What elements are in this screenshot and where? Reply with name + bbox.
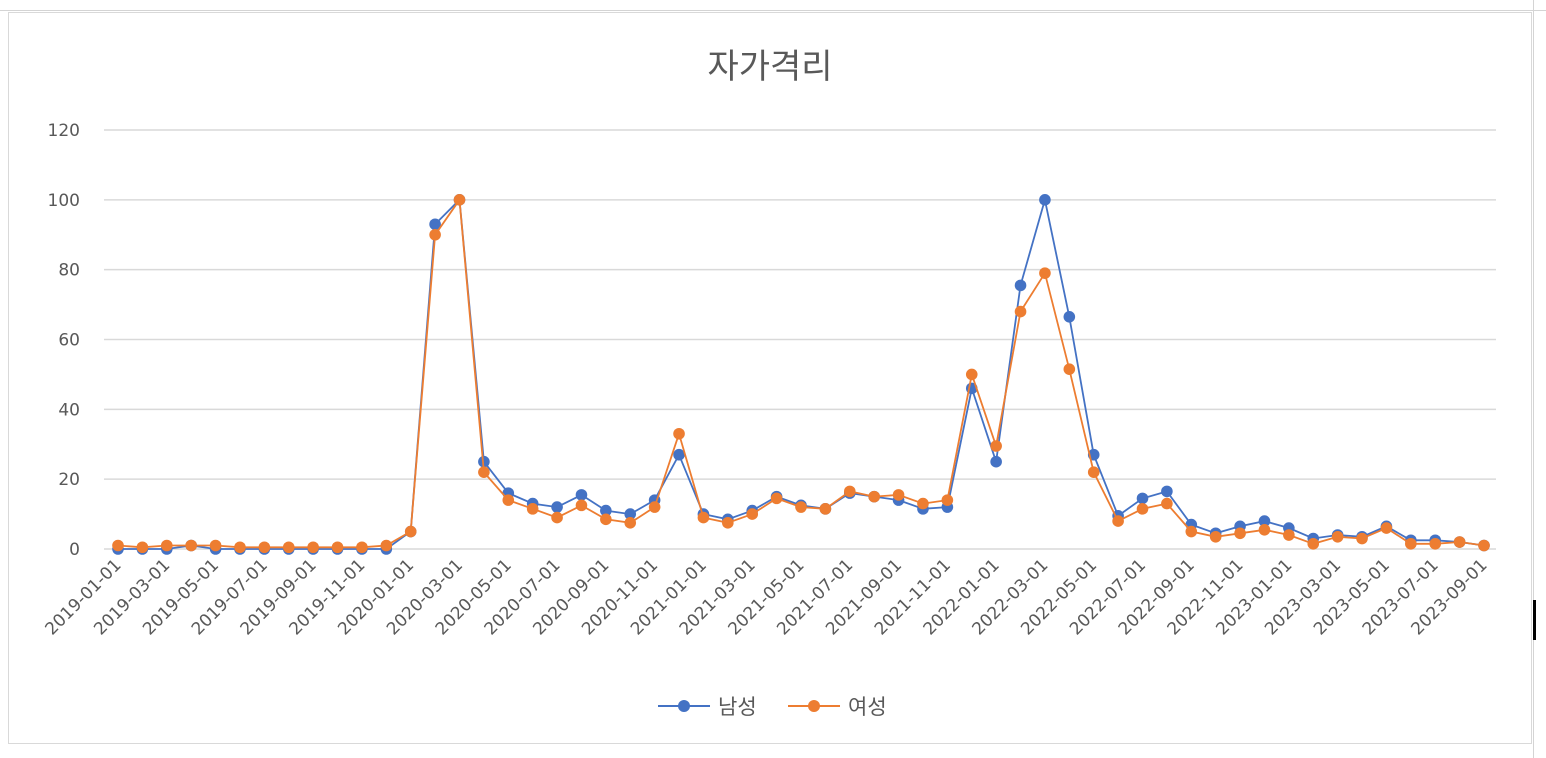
- y-tick-label: 100: [48, 191, 80, 211]
- series-male: [112, 194, 1490, 555]
- data-point: [1429, 537, 1442, 550]
- data-point: [1234, 527, 1246, 540]
- data-point: [575, 489, 588, 501]
- data-point: [1014, 305, 1027, 318]
- data-point: [526, 503, 539, 515]
- data-point: [112, 539, 124, 552]
- y-tick-label: 20: [58, 470, 80, 490]
- data-point: [1405, 537, 1417, 550]
- legend-label: 남성: [718, 695, 757, 719]
- data-point: [917, 497, 929, 510]
- data-point: [673, 448, 685, 461]
- data-point: [1161, 485, 1173, 498]
- data-point: [1087, 466, 1100, 478]
- y-tick-label: 120: [48, 121, 80, 141]
- gridlines: [104, 129, 1496, 550]
- data-point: [380, 539, 393, 552]
- sheet-cell-border-top: [0, 10, 1546, 11]
- data-point: [160, 539, 173, 552]
- data-point: [1136, 492, 1149, 505]
- data-point: [1039, 267, 1051, 279]
- legend-marker: [678, 700, 690, 712]
- data-point: [1209, 530, 1222, 543]
- data-point: [1014, 279, 1027, 292]
- data-point: [1258, 523, 1271, 536]
- data-point: [1136, 503, 1149, 515]
- series-line: [117, 197, 1485, 549]
- data-point: [1283, 529, 1295, 541]
- data-point: [868, 490, 880, 503]
- data-point: [600, 513, 612, 526]
- chart-area[interactable]: [8, 12, 1532, 744]
- data-point: [941, 494, 954, 506]
- data-point: [1356, 532, 1368, 545]
- data-point: [429, 218, 441, 231]
- data-point: [673, 427, 685, 440]
- data-point: [795, 501, 807, 513]
- data-point: [478, 455, 490, 468]
- data-point: [453, 194, 466, 206]
- text-cursor: [1533, 600, 1536, 640]
- data-point: [990, 455, 1002, 468]
- data-point: [843, 485, 856, 498]
- data-point: [819, 503, 832, 515]
- y-tick-label: 0: [69, 540, 80, 560]
- data-point: [429, 228, 441, 241]
- data-point: [1063, 363, 1076, 375]
- data-point: [502, 494, 515, 506]
- data-point: [722, 517, 734, 529]
- data-point: [478, 466, 490, 478]
- data-point: [258, 541, 271, 554]
- data-point: [1161, 497, 1173, 510]
- data-point: [551, 501, 563, 513]
- data-point: [990, 440, 1002, 452]
- chart-title: 자가격리: [707, 47, 832, 87]
- data-point: [1063, 311, 1076, 323]
- data-point: [1112, 515, 1124, 527]
- data-point: [965, 368, 978, 381]
- series-layer: [112, 194, 1490, 555]
- data-point: [697, 511, 710, 524]
- legend-label: 여성: [848, 695, 887, 719]
- data-point: [209, 539, 222, 552]
- data-point: [575, 499, 588, 512]
- data-point: [1258, 515, 1271, 527]
- y-tick-label: 40: [58, 400, 80, 420]
- data-point: [1307, 537, 1320, 550]
- legend-item: 여성: [788, 695, 887, 719]
- series-line: [118, 197, 1485, 550]
- data-point: [770, 492, 783, 505]
- data-point: [746, 508, 759, 520]
- data-point: [404, 525, 417, 538]
- data-point: [356, 541, 368, 554]
- data-point: [892, 489, 905, 501]
- data-point: [600, 504, 612, 517]
- data-point: [648, 501, 661, 513]
- x-axis-ticks: 2019-01-012019-03-012019-05-012019-07-01…: [42, 555, 1492, 639]
- data-point: [307, 541, 319, 554]
- data-point: [1478, 539, 1490, 552]
- data-point: [185, 539, 197, 552]
- data-point: [331, 541, 344, 554]
- legend-item: 남성: [658, 695, 757, 719]
- series-female: [112, 194, 1490, 554]
- data-point: [1380, 522, 1393, 534]
- y-tick-label: 80: [58, 261, 80, 281]
- data-point: [136, 541, 149, 554]
- data-point: [1453, 536, 1466, 548]
- legend: 남성 여성: [658, 695, 887, 719]
- legend-marker: [808, 700, 820, 712]
- data-point: [624, 508, 637, 520]
- y-tick-label: 60: [58, 331, 80, 351]
- data-point: [551, 511, 563, 524]
- data-point: [1039, 194, 1051, 206]
- data-point: [624, 517, 637, 529]
- sheet-cell-border-right: [1533, 0, 1534, 758]
- data-point: [1331, 530, 1344, 543]
- data-point: [282, 541, 295, 554]
- y-axis-ticks: 0 20 40 60 80 100 120: [48, 121, 80, 560]
- data-point: [1185, 525, 1198, 538]
- data-point: [234, 541, 246, 554]
